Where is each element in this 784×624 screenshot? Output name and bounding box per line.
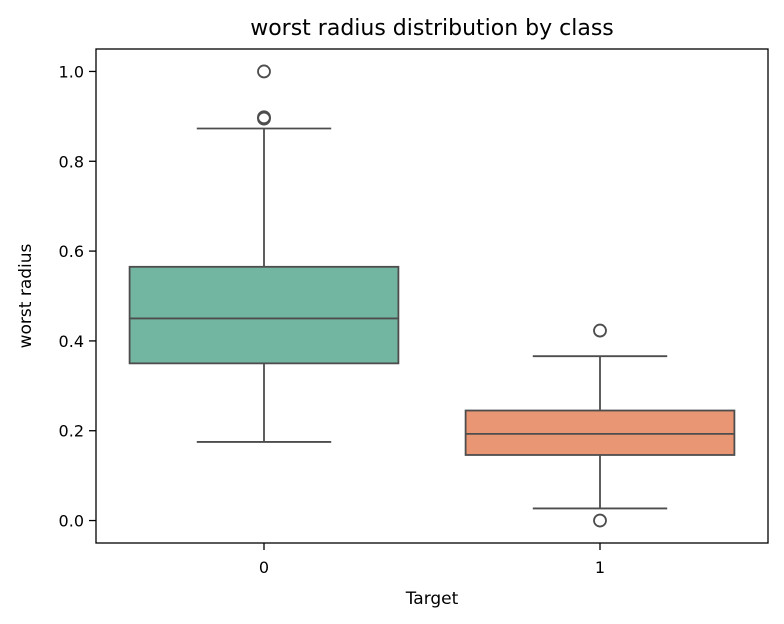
y-tick-label: 0.8 — [59, 152, 84, 171]
y-tick-label: 0.4 — [59, 332, 84, 351]
chart-title: worst radius distribution by class — [250, 16, 614, 41]
x-tick-label: 1 — [595, 558, 605, 577]
box-group-0 — [128, 64, 400, 443]
y-axis: 0.0 0.2 0.4 0.6 0.8 1.0 — [59, 62, 96, 531]
x-axis-label: Target — [405, 589, 459, 609]
y-tick-label: 0.2 — [59, 422, 84, 441]
plot-frame — [95, 48, 769, 544]
plot-content — [128, 64, 736, 528]
outlier-point — [593, 513, 607, 528]
y-tick-label: 0.0 — [59, 512, 84, 531]
box-iqr — [464, 409, 736, 456]
box-iqr — [128, 265, 400, 365]
x-tick-label: 0 — [259, 558, 269, 577]
outlier-point — [257, 64, 271, 79]
y-tick-label: 0.6 — [59, 242, 84, 261]
y-axis-label: worst radius — [16, 243, 36, 348]
outlier-point — [593, 323, 607, 338]
y-tick-label: 1.0 — [59, 62, 84, 81]
outlier-point — [257, 111, 271, 126]
box-group-1 — [464, 323, 736, 528]
